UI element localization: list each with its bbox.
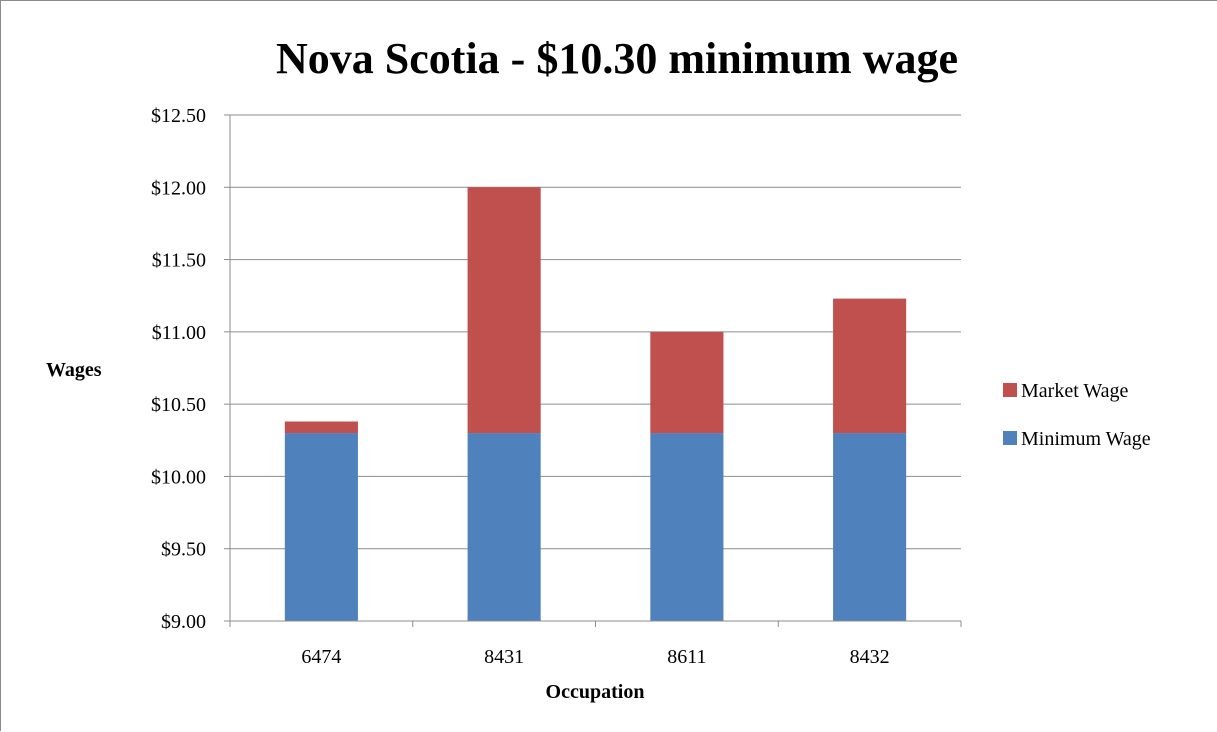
bar-minimum-wage-8611	[650, 433, 724, 621]
x-axis-title: Occupation	[546, 681, 645, 703]
bar-market-wage-6474	[284, 421, 358, 434]
x-tick-label: 8431	[484, 646, 524, 668]
bar-market-wage-8432	[833, 298, 907, 434]
y-axis-title: Wages	[46, 359, 102, 381]
axes	[229, 115, 962, 627]
bar-minimum-wage-6474	[284, 433, 358, 621]
bars	[284, 187, 907, 621]
bar-minimum-wage-8431	[467, 433, 541, 621]
y-tick-label: $10.00	[151, 466, 206, 488]
legend-label: Minimum Wage	[1021, 428, 1151, 450]
legend-swatch	[1003, 431, 1017, 445]
x-tick-label: 6474	[301, 646, 341, 668]
legend-swatch	[1003, 383, 1017, 397]
y-tick-label: $9.50	[161, 539, 206, 561]
y-tick-label: $10.50	[151, 394, 206, 416]
y-tick-label: $11.50	[152, 250, 206, 272]
y-tick-label: $9.00	[161, 611, 206, 633]
x-tick-label: 8611	[667, 646, 706, 668]
legend-label: Market Wage	[1021, 380, 1129, 402]
y-tick-labels: $9.00 $9.50 $10.00 $10.50 $11.00 $11.50 $12.00…	[151, 105, 206, 633]
bar-minimum-wage-8432	[833, 433, 907, 621]
legend: Market Wage Minimum Wage	[1003, 380, 1151, 450]
bar-market-wage-8611	[650, 331, 724, 434]
bar-market-wage-8431	[467, 187, 541, 434]
y-tick-label: $11.00	[152, 322, 206, 344]
y-tick-label: $12.50	[151, 105, 206, 127]
chart-title: Nova Scotia - $10.30 minimum wage	[276, 34, 958, 83]
x-tick-label: 8432	[850, 646, 890, 668]
x-tick-labels: 6474 8431 8611 8432	[301, 646, 889, 668]
y-tick-label: $12.00	[151, 177, 206, 199]
